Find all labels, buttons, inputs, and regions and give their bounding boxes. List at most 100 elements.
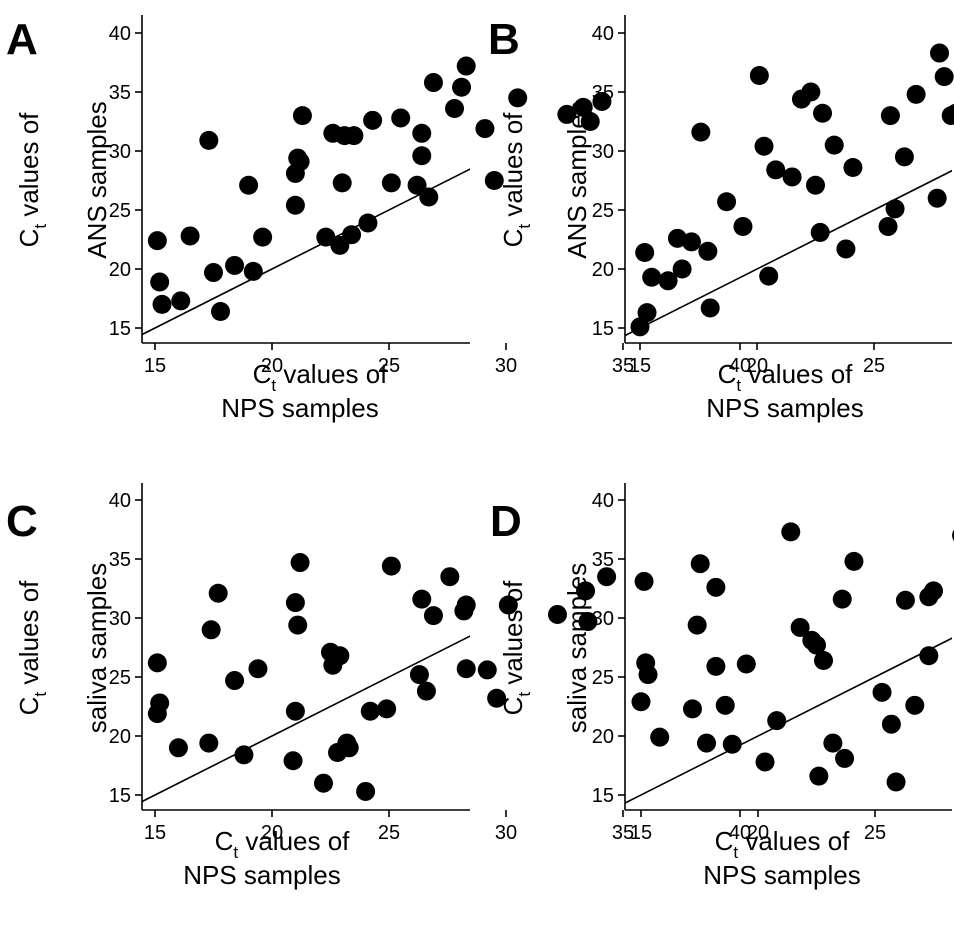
data-point	[767, 711, 787, 731]
data-point	[759, 266, 779, 286]
panel-letter: C	[6, 497, 38, 546]
data-point	[152, 294, 172, 314]
data-point	[682, 699, 702, 719]
data-point	[356, 781, 376, 801]
data-point	[456, 595, 476, 615]
data-point	[801, 82, 821, 102]
data-point	[547, 604, 567, 624]
x-tick-label: 30	[495, 822, 517, 844]
y-tick-label: 40	[592, 23, 614, 45]
data-point	[253, 227, 273, 247]
data-point	[824, 135, 844, 155]
y-tick-label: 30	[592, 608, 614, 630]
data-point	[790, 617, 810, 637]
y-axis-title-c: C	[498, 697, 528, 716]
x-tick-label: 20	[746, 355, 768, 377]
data-point	[419, 187, 439, 207]
x-tick-label: 15	[629, 355, 651, 377]
x-axis-title-line1: Ct values of	[253, 359, 389, 395]
data-point	[886, 772, 906, 792]
y-tick-label: 25	[109, 200, 131, 222]
y-axis-title-c: C	[14, 229, 44, 248]
data-point	[814, 650, 834, 670]
data-point	[835, 748, 855, 768]
x-axis-title-rest: values of	[738, 826, 850, 856]
data-point	[844, 551, 864, 571]
y-tick-label: 35	[592, 549, 614, 571]
data-point	[885, 199, 905, 219]
x-axis-title-rest: values of	[741, 359, 853, 389]
x-axis-title-line2: NPS samples	[703, 860, 861, 890]
data-point	[423, 73, 443, 93]
data-point	[285, 195, 305, 215]
y-tick-label: 25	[109, 667, 131, 689]
data-point	[330, 646, 350, 666]
x-axis-title-sub: t	[271, 376, 276, 395]
data-point	[809, 766, 829, 786]
data-point	[813, 103, 833, 123]
data-point	[836, 239, 856, 259]
y-tick-label: 15	[592, 785, 614, 807]
data-point	[631, 692, 651, 712]
data-point	[823, 733, 843, 753]
data-point	[171, 291, 191, 311]
x-tick-label: 40	[729, 355, 751, 377]
data-point	[733, 217, 753, 237]
y-axis-title-c: C	[498, 229, 528, 248]
data-point	[508, 88, 528, 108]
data-point	[313, 773, 333, 793]
data-point	[658, 271, 678, 291]
y-tick-label: 40	[109, 23, 131, 45]
y-tick-label: 25	[592, 200, 614, 222]
data-point	[807, 635, 826, 655]
data-point	[201, 620, 221, 640]
data-point	[332, 173, 352, 193]
data-point	[930, 43, 950, 63]
y-tick-label: 35	[592, 82, 614, 104]
data-point	[576, 581, 596, 601]
x-tick-label: 15	[144, 822, 166, 844]
data-point	[407, 175, 427, 195]
data-point	[180, 226, 200, 246]
data-point	[592, 91, 612, 111]
x-axis-title-line2: NPS samples	[221, 393, 379, 423]
data-point	[905, 695, 925, 715]
data-point	[211, 301, 231, 321]
data-point	[475, 119, 495, 139]
y-tick-label: 20	[592, 259, 614, 281]
y-tick-label: 40	[109, 490, 131, 512]
data-point	[147, 231, 167, 251]
data-point	[339, 738, 359, 758]
y-tick-label: 40	[592, 490, 614, 512]
y-axis-title-sub: t	[31, 692, 50, 697]
x-axis-title-sub: t	[736, 376, 741, 395]
data-point	[557, 104, 577, 124]
x-tick-label: 20	[261, 355, 283, 377]
data-point	[412, 123, 432, 143]
data-point	[409, 665, 429, 685]
data-point	[440, 567, 460, 587]
y-axis-title-line2: ANS samples	[562, 101, 592, 259]
x-tick-label: 35	[612, 822, 634, 844]
data-point	[697, 733, 717, 753]
data-point	[360, 701, 380, 721]
data-point	[895, 590, 915, 610]
data-point	[285, 701, 305, 721]
x-axis-title-c: C	[253, 359, 272, 389]
x-tick-label: 25	[863, 355, 885, 377]
data-point	[698, 241, 718, 261]
data-point	[377, 699, 397, 719]
identity-line	[142, 168, 470, 336]
data-point	[637, 303, 657, 323]
y-tick-label: 15	[109, 318, 131, 340]
data-point	[363, 110, 383, 130]
data-point	[766, 160, 786, 180]
y-axis-title-rest: values of	[498, 580, 528, 692]
x-axis-title-sub: t	[733, 843, 738, 862]
y-axis-title-sub: t	[31, 224, 50, 229]
y-axis-title-line2: ANS samples	[82, 101, 112, 259]
data-point	[635, 242, 655, 262]
